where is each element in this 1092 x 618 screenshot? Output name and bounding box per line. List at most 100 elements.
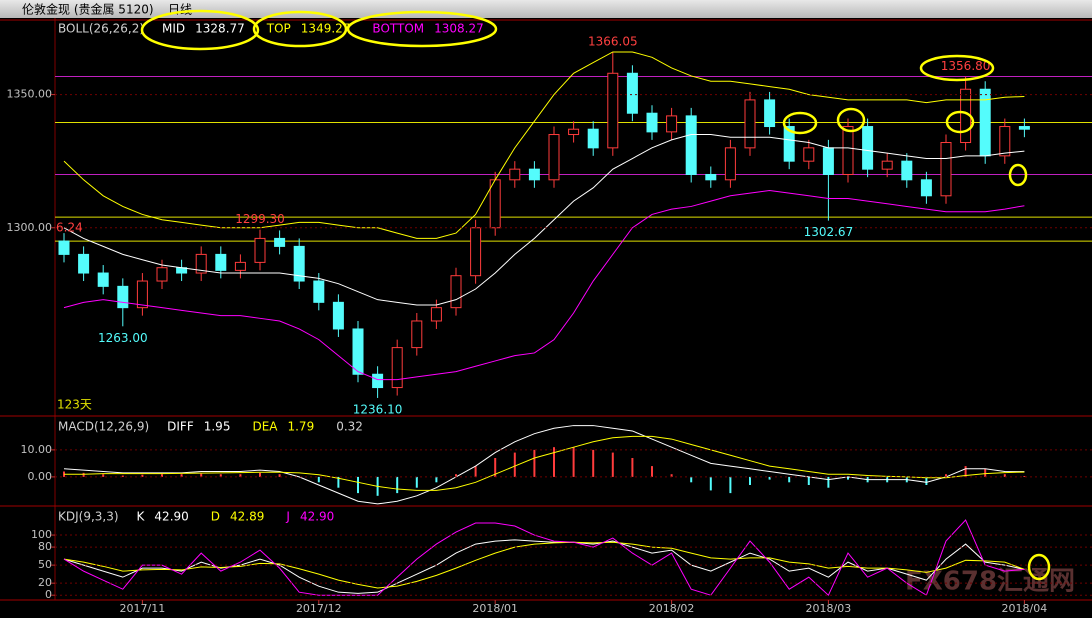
x-tick-label: 2018/01: [472, 602, 518, 615]
x-tick-label: 2018/03: [806, 602, 852, 615]
candle-body: [313, 280, 325, 303]
watermark: FX678汇通网: [905, 567, 1075, 597]
candle-body: [470, 227, 482, 277]
candle-body: [332, 301, 344, 330]
readout-name: TOP: [266, 22, 291, 36]
highlight-ellipse: [252, 10, 348, 48]
candle-body: [195, 253, 207, 274]
candle-body: [509, 168, 521, 181]
candle-body: [450, 275, 462, 309]
candle-body: [293, 245, 305, 282]
indicator-line: [63, 189, 1025, 381]
candle-body: [744, 99, 756, 149]
y-tick-label: 20: [38, 576, 52, 589]
readout-value: 42.90: [300, 510, 334, 524]
candle-body: [783, 126, 795, 162]
candle-body: [822, 147, 834, 175]
indicator-line: [63, 134, 1025, 306]
readout-name: DEA: [252, 420, 278, 434]
y-tick-label: 80: [38, 540, 52, 553]
indicator-line: [63, 519, 1025, 597]
candle-body: [548, 134, 560, 181]
candle-body: [78, 253, 90, 274]
price-annotation: 1366.05: [588, 34, 638, 48]
price-annotation: 1302.67: [804, 225, 854, 239]
indicator-line: [63, 51, 1025, 239]
panel: [63, 519, 1025, 597]
candle-body: [803, 147, 815, 162]
candle-body: [764, 99, 776, 128]
candle-body: [136, 280, 148, 309]
readout-value: 1308.27: [434, 22, 484, 36]
candle-body: [391, 347, 403, 389]
price-annotation: 1356.80: [941, 59, 991, 73]
candle-body: [920, 179, 932, 197]
indicator-line: [63, 425, 1025, 505]
candle-body: [117, 285, 129, 309]
candle-body: [842, 126, 854, 175]
indicator-line: [64, 435, 1025, 491]
x-tick-label: 2017/12: [296, 602, 342, 615]
candle-body: [705, 173, 717, 181]
highlight-ellipse: [836, 107, 866, 133]
indicator-name: BOLL(26,26,2): [58, 22, 144, 36]
indicator-name: KDJ(9,3,3): [58, 510, 119, 524]
highlight-ellipse: [782, 111, 818, 135]
price-annotation: 1299.30: [235, 212, 285, 226]
readout-value: 0.32: [336, 420, 363, 434]
candle-body: [352, 328, 364, 375]
y-tick-label: 0: [45, 588, 52, 601]
readout-name: MID: [162, 22, 185, 36]
x-tick-label: 2018/04: [1002, 602, 1048, 615]
candle-body: [156, 267, 168, 282]
candle-body: [940, 142, 952, 197]
title: 伦敦金现 (贵金属 5120): [22, 2, 154, 17]
panel: [63, 425, 1026, 505]
candle-body: [881, 160, 893, 170]
readout-value: 42.89: [230, 510, 264, 524]
highlight-ellipse: [346, 10, 498, 48]
readout-name: J: [285, 510, 290, 524]
readout-name: BOTTOM: [372, 22, 424, 36]
candle-body: [274, 237, 286, 247]
candle-body: [607, 72, 619, 149]
readout-value: 1349.27: [301, 22, 351, 36]
candle-body: [1018, 126, 1030, 130]
candle-body: [58, 240, 70, 255]
candle-body: [372, 373, 384, 389]
readout-value: 1328.77: [195, 22, 245, 36]
candle-body: [666, 115, 678, 133]
price-annotation: 1263.00: [98, 331, 148, 345]
highlight-ellipse: [919, 54, 995, 82]
y-tick-label: 1300.00: [7, 221, 53, 234]
candle-body: [685, 115, 697, 175]
candle-body: [724, 147, 736, 181]
readout-value: 42.90: [154, 510, 188, 524]
candle-body: [587, 128, 599, 149]
readout-value: 1.95: [204, 420, 231, 434]
candle-body: [626, 72, 638, 114]
readout-name: D: [211, 510, 220, 524]
candle-body: [234, 261, 246, 271]
candle-body: [430, 307, 442, 322]
indicator-line: [63, 541, 1025, 589]
y-tick-label: 50: [38, 558, 52, 571]
readout-name: K: [137, 510, 146, 524]
candle-body: [411, 320, 423, 349]
candle-body: [97, 272, 109, 287]
candle-body: [568, 128, 580, 136]
y-tick-label: 100: [31, 528, 52, 541]
candle-body: [528, 168, 540, 181]
candle-body: [999, 126, 1011, 157]
highlight-ellipse: [1008, 163, 1028, 187]
title-bar: [0, 0, 1092, 18]
x-tick-label: 2017/11: [120, 602, 166, 615]
candle-body: [862, 126, 874, 170]
price-annotation: 1236.10: [353, 402, 403, 416]
candle-body: [646, 112, 658, 133]
readout-name: DIFF: [167, 420, 194, 434]
candle-body: [215, 253, 227, 271]
highlight-ellipse: [945, 110, 975, 134]
background: [0, 18, 1092, 618]
